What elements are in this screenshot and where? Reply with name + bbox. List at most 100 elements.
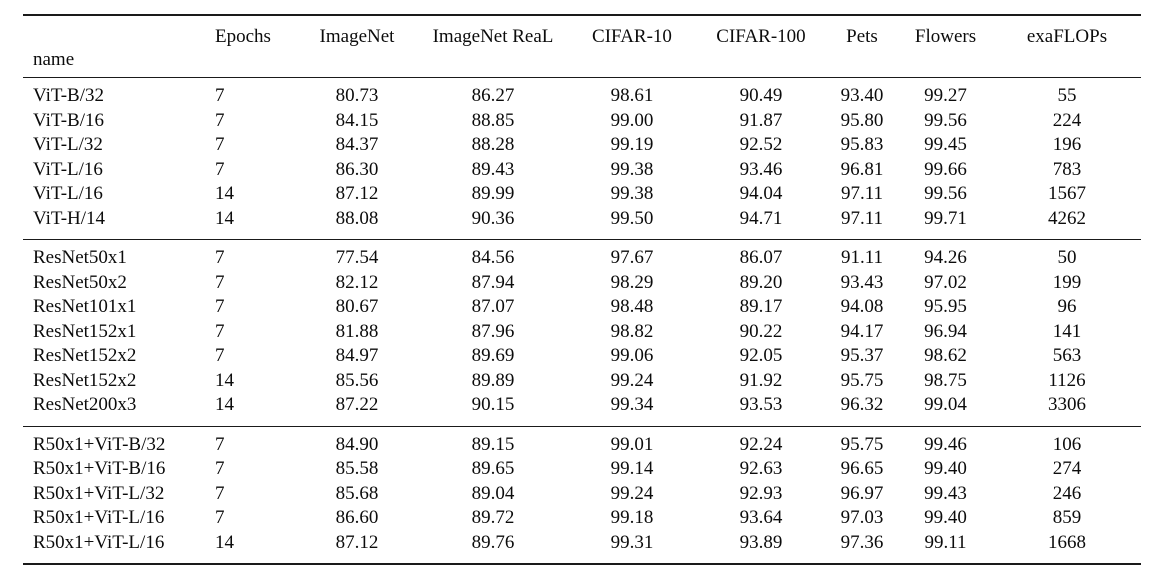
value-cell: 93.43 <box>840 271 884 293</box>
row-name-cell: ResNet50x1 <box>33 247 127 268</box>
row-name-cell: ViT-B/16 <box>33 109 104 131</box>
value-cell: 4262 <box>1048 207 1086 229</box>
header-pets: Pets <box>846 26 878 47</box>
value-cell: 82.12 <box>335 271 379 293</box>
value-cell: 90.49 <box>739 85 783 106</box>
value-cell: 99.50 <box>610 207 654 229</box>
value-cell: 99.18 <box>610 507 654 528</box>
value-cell: 99.14 <box>610 458 654 479</box>
row-name-cell: ViT-L/32 <box>33 134 103 155</box>
value-cell: 99.40 <box>924 507 967 528</box>
header-exaflops: exaFLOPs <box>1026 26 1108 47</box>
value-cell: 94.26 <box>924 247 967 268</box>
value-cell: 14 <box>215 207 234 229</box>
value-cell: 99.43 <box>924 482 967 504</box>
row-name-cell: R50x1+ViT-L/16 <box>33 507 165 528</box>
table-row: ResNet50x1 7 77.54 84.56 97.67 86.07 91.11 94.2… <box>23 240 1141 271</box>
value-cell: 97.36 <box>840 531 884 553</box>
header-cifar10: CIFAR-10 <box>592 26 672 47</box>
value-cell: 90.36 <box>471 207 515 229</box>
value-cell: 97.11 <box>840 183 884 204</box>
value-cell: 92.52 <box>739 134 783 155</box>
value-cell: 99.56 <box>924 109 967 131</box>
value-cell: 99.66 <box>924 158 967 180</box>
value-cell: 96.65 <box>840 458 884 479</box>
table-row: R50x1+ViT-L/32 7 85.68 89.04 99.24 92.93 96.97… <box>23 482 1141 507</box>
value-cell: 50 <box>1057 247 1077 268</box>
row-name-cell: R50x1+ViT-B/16 <box>33 458 166 479</box>
row-name-cell: ResNet50x2 <box>33 271 127 293</box>
value-cell: 106 <box>1052 433 1082 455</box>
value-cell: 95.75 <box>840 433 884 455</box>
value-cell: 89.04 <box>471 482 515 504</box>
value-cell: 98.62 <box>924 345 967 366</box>
value-cell: 99.06 <box>610 345 654 366</box>
value-cell: 87.12 <box>335 183 379 204</box>
value-cell: 99.19 <box>610 134 654 155</box>
value-cell: 7 <box>215 507 225 528</box>
header-imagenet: ImageNet <box>319 26 395 47</box>
row-name-cell: ResNet152x1 <box>33 320 137 342</box>
value-cell: 91.11 <box>840 247 884 268</box>
value-cell: 99.71 <box>924 207 967 229</box>
table-section-resnet: ResNet50x1 7 77.54 84.56 97.67 86.07 91.11 94.2… <box>23 239 1141 427</box>
row-name-cell: ResNet152x2 <box>33 369 137 391</box>
value-cell: 55 <box>1057 85 1077 106</box>
value-cell: 14 <box>215 183 234 204</box>
value-cell: 95.83 <box>840 134 884 155</box>
header-epochs: Epochs <box>215 26 271 47</box>
value-cell: 89.15 <box>471 433 515 455</box>
table-row: ResNet200x3 14 87.22 90.15 99.34 93.53 96.32 99… <box>23 393 1141 426</box>
value-cell: 91.92 <box>739 369 783 391</box>
table-row: R50x1+ViT-B/32 7 84.90 89.15 99.01 92.24 95.75… <box>23 426 1141 457</box>
value-cell: 96.94 <box>924 320 967 342</box>
value-cell: 84.37 <box>335 134 379 155</box>
table-header: Epochs ImageNet ImageNet ReaL CIFAR-10 C… <box>23 15 1141 78</box>
table-row: ViT-B/16 7 84.15 88.85 99.00 91.87 95.80 99.56 2… <box>23 109 1141 134</box>
value-cell: 91.87 <box>739 109 783 131</box>
table-row: R50x1+ViT-L/16 14 87.12 89.76 99.31 93.89 97.3… <box>23 531 1141 565</box>
value-cell: 90.15 <box>471 394 515 415</box>
table-row: R50x1+ViT-B/16 7 85.58 89.65 99.14 92.63 96.65… <box>23 457 1141 482</box>
value-cell: 1668 <box>1048 531 1086 553</box>
header-flowers: Flowers <box>914 26 977 47</box>
value-cell: 88.85 <box>471 109 515 131</box>
value-cell: 7 <box>215 85 225 106</box>
value-cell: 563 <box>1052 345 1082 366</box>
value-cell: 7 <box>215 345 225 366</box>
value-cell: 94.08 <box>840 296 884 317</box>
value-cell: 84.97 <box>335 345 379 366</box>
value-cell: 1567 <box>1048 183 1086 204</box>
value-cell: 81.88 <box>335 320 379 342</box>
value-cell: 99.40 <box>924 458 967 479</box>
table-row: ResNet152x2 7 84.97 89.69 99.06 92.05 95.37 98.… <box>23 344 1141 369</box>
value-cell: 84.56 <box>471 247 515 268</box>
value-cell: 99.11 <box>924 531 967 553</box>
value-cell: 93.46 <box>739 158 783 180</box>
value-cell: 224 <box>1052 109 1082 131</box>
value-cell: 196 <box>1052 134 1082 155</box>
value-cell: 93.40 <box>840 85 884 106</box>
results-table: Epochs ImageNet ImageNet ReaL CIFAR-10 C… <box>23 14 1141 565</box>
value-cell: 92.05 <box>739 345 783 366</box>
value-cell: 92.93 <box>739 482 783 504</box>
value-cell: 3306 <box>1048 394 1086 415</box>
value-cell: 98.48 <box>610 296 654 317</box>
value-cell: 99.38 <box>610 183 654 204</box>
value-cell: 87.96 <box>471 320 515 342</box>
value-cell: 80.67 <box>335 296 379 317</box>
value-cell: 99.00 <box>610 109 654 131</box>
value-cell: 95.95 <box>924 296 967 317</box>
value-cell: 90.22 <box>739 320 783 342</box>
value-cell: 97.11 <box>840 207 884 229</box>
value-cell: 98.29 <box>610 271 654 293</box>
value-cell: 99.27 <box>924 85 967 106</box>
value-cell: 89.17 <box>739 296 783 317</box>
value-cell: 7 <box>215 134 225 155</box>
value-cell: 94.04 <box>739 183 783 204</box>
value-cell: 89.72 <box>471 507 515 528</box>
header-spacer <box>23 15 208 48</box>
value-cell: 85.56 <box>335 369 379 391</box>
value-cell: 199 <box>1052 271 1082 293</box>
value-cell: 87.94 <box>471 271 515 293</box>
